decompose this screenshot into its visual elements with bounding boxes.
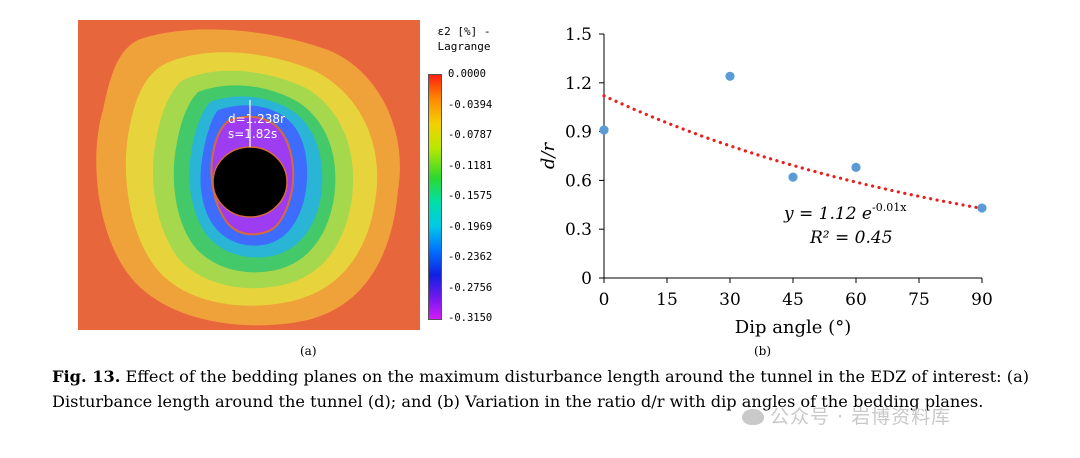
- colorbar-legend: ε2 [%] - Lagrange 0.0000 -0.0394 -0.0787 -0…: [420, 22, 512, 332]
- x-tick-label: 15: [656, 290, 678, 310]
- data-point: [599, 125, 609, 135]
- data-point: [851, 162, 861, 172]
- wechat-icon: [742, 409, 764, 425]
- data-point: [725, 71, 735, 81]
- legend-tick: -0.1181: [448, 159, 493, 172]
- legend-title: ε2 [%] - Lagrange: [420, 24, 508, 54]
- y-tick-label: 0.6: [565, 171, 592, 191]
- chart-svg: 0 0.3 0.6 0.9 1.2 1.5 0 15 30 45 60 75 90 Dip angle (…: [538, 25, 993, 338]
- data-point: [977, 203, 987, 213]
- watermark-text: 公众号 · 岩博资料库: [770, 406, 952, 428]
- figure-caption: Fig. 13. Effect of the bedding planes on…: [52, 364, 1032, 414]
- legend-title-line1: ε2 [%] -: [437, 25, 491, 38]
- legend-tick: -0.0394: [448, 98, 493, 111]
- colorbar-ticks: 0.0000 -0.0394 -0.0787 -0.1181 -0.1575 -0.196…: [448, 68, 512, 324]
- x-tick-label: 0: [599, 290, 610, 310]
- caption-text: Effect of the bedding planes on the maxi…: [52, 367, 1030, 411]
- strain-contour-map: d=1.238r s=1.82s: [78, 20, 420, 330]
- x-tick-label: 60: [845, 290, 867, 310]
- y-tick-label: 1.2: [565, 74, 592, 94]
- colorbar: [428, 74, 442, 320]
- legend-tick: -0.1575: [448, 190, 493, 202]
- legend-tick: -0.2362: [448, 251, 493, 263]
- sublabel-b: (b): [754, 344, 772, 358]
- data-point: [788, 172, 798, 182]
- legend-tick: -0.3150: [448, 312, 493, 324]
- x-axis-title: Dip angle (°): [735, 317, 851, 338]
- tunnel-opening: [212, 146, 288, 218]
- contour-svg: d=1.238r s=1.82s: [78, 20, 420, 330]
- x-tick-label: 30: [719, 290, 741, 310]
- y-tick-label: 1.5: [565, 25, 592, 45]
- trendline: [602, 94, 984, 211]
- annotation-s: s=1.82s: [228, 127, 277, 141]
- r-squared-label: R² = 0.45: [809, 228, 893, 248]
- y-tick-label: 0: [581, 269, 592, 289]
- legend-title-line2: Lagrange: [437, 40, 491, 53]
- watermark: 公众号 · 岩博资料库: [742, 402, 951, 429]
- legend-tick: -0.0787: [448, 129, 493, 141]
- legend-tick: -0.1969: [448, 220, 493, 233]
- y-tick-label: 0.3: [565, 220, 592, 240]
- y-axis-title: d/r: [538, 142, 559, 170]
- legend-tick: -0.2756: [448, 281, 493, 294]
- y-tick-label: 0.9: [565, 123, 592, 143]
- x-tick-label: 90: [971, 290, 993, 310]
- sublabel-a: (a): [300, 344, 317, 358]
- x-tick-label: 75: [908, 290, 930, 310]
- legend-tick: 0.0000: [448, 68, 486, 80]
- trend-equation: y = 1.12 e-0.01x: [783, 201, 907, 224]
- caption-fig-label: Fig. 13.: [52, 367, 121, 386]
- x-tick-label: 45: [782, 290, 804, 310]
- dip-angle-chart: 0 0.3 0.6 0.9 1.2 1.5 0 15 30 45 60 75 90 Dip angle (…: [520, 14, 1000, 344]
- annotation-d: d=1.238r: [228, 112, 285, 126]
